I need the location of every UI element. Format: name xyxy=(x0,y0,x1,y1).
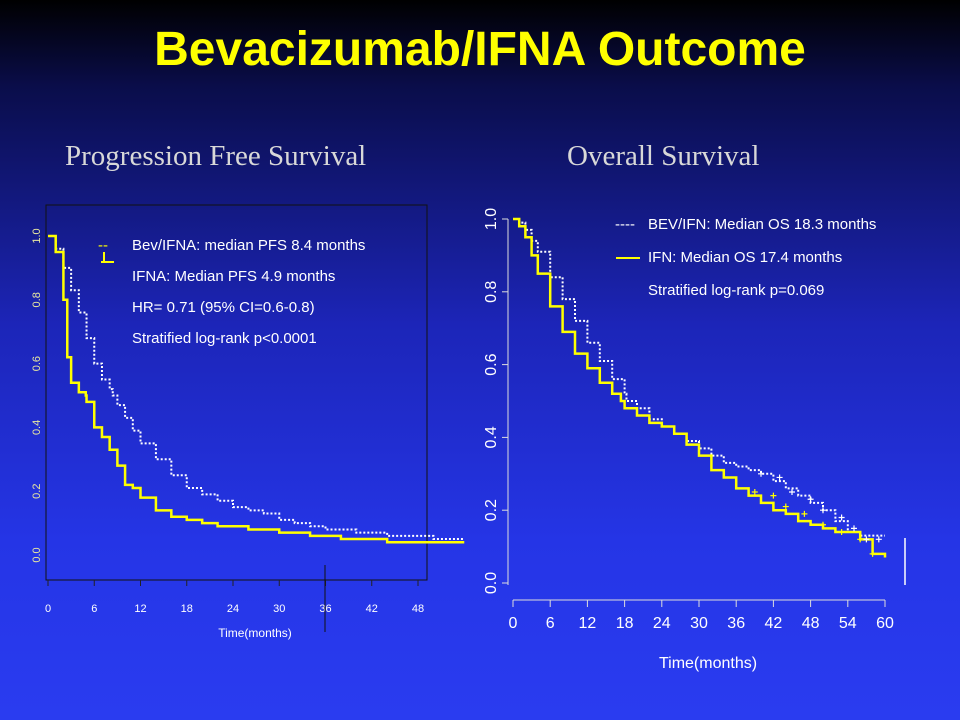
censor-mark xyxy=(801,510,808,517)
x-axis-label: Time(months) xyxy=(218,626,292,640)
censor-mark xyxy=(875,536,882,543)
censor-mark xyxy=(851,525,857,532)
slide-title: Bevacizumab/IFNA Outcome xyxy=(154,23,806,76)
censor-mark xyxy=(820,521,826,528)
x-tick-label: 30 xyxy=(690,615,708,632)
censor-mark xyxy=(869,550,876,557)
legend-text: Stratified log-rank p=0.069 xyxy=(648,282,824,299)
x-tick-label: 36 xyxy=(727,615,745,632)
x-tick-label: 48 xyxy=(412,603,424,615)
os-panel-title: Overall Survival xyxy=(567,140,760,172)
y-tick-label: 0.0 xyxy=(483,572,500,594)
y-tick-label: 0.2 xyxy=(31,484,43,499)
legend-text: Bev/IFNA: median PFS 8.4 months xyxy=(132,237,365,254)
x-tick-label: 18 xyxy=(181,603,193,615)
legend-text: BEV/IFN: Median OS 18.3 months xyxy=(648,216,876,233)
y-tick-label: 0.4 xyxy=(483,426,500,448)
censor-mark xyxy=(770,492,777,499)
x-tick-label: 60 xyxy=(876,615,894,632)
legend-text: Stratified log-rank p<0.0001 xyxy=(132,330,317,347)
y-tick-label: 1.0 xyxy=(483,208,500,230)
y-tick-label: 0.6 xyxy=(483,353,500,375)
y-tick-label: 0.2 xyxy=(483,499,500,521)
censor-mark xyxy=(776,474,783,481)
os-chart: 0 6 12 18 24 30 36 42 48 54 60 0.0 0.2 0.4 0.6 0.8 1.0 Ti… xyxy=(483,208,906,672)
x-tick-label: 6 xyxy=(546,615,555,632)
y-tick-label: 0.6 xyxy=(31,356,43,371)
y-tick-label: 0.0 xyxy=(31,547,43,562)
bev-survival-curve xyxy=(513,218,885,537)
x-tick-label: 18 xyxy=(616,615,634,632)
pfs-panel-title: Progression Free Survival xyxy=(65,140,367,172)
x-tick-label: 12 xyxy=(134,603,146,615)
pfs-plot-frame xyxy=(45,204,428,581)
legend-marker: -- xyxy=(98,237,108,254)
y-tick-label: 0.8 xyxy=(483,281,500,303)
x-tick-label: 48 xyxy=(802,615,820,632)
x-axis-label: Time(months) xyxy=(659,655,757,672)
censor-mark xyxy=(758,470,764,477)
x-tick-label: 0 xyxy=(45,603,51,615)
y-tick-label: 0.4 xyxy=(31,420,43,435)
ifn-survival-curve xyxy=(48,234,465,544)
x-tick-label: 54 xyxy=(839,615,857,632)
pfs-chart: 06121824303642480.00.20.40.60.81.0Time(m… xyxy=(31,204,465,640)
x-tick-label: 42 xyxy=(366,603,378,615)
ifn-survival-curve xyxy=(513,217,887,558)
x-tick-label: 0 xyxy=(509,615,518,632)
censor-mark xyxy=(782,503,789,510)
legend-text: IFN: Median OS 17.4 months xyxy=(648,249,842,266)
x-tick-label: 12 xyxy=(579,615,597,632)
bev-survival-curve xyxy=(48,235,465,541)
censor-mark xyxy=(838,514,845,521)
x-tick-label: 24 xyxy=(227,603,239,615)
censor-mark xyxy=(863,536,870,543)
censor-mark xyxy=(857,536,864,543)
legend-marker: ---- xyxy=(615,216,635,233)
censor-mark xyxy=(807,496,814,503)
x-tick-label: 6 xyxy=(91,603,97,615)
x-tick-label: 30 xyxy=(273,603,285,615)
x-tick-label: 24 xyxy=(653,615,671,632)
censor-mark xyxy=(789,489,795,495)
censor-mark xyxy=(820,507,826,514)
censor-mark xyxy=(838,529,845,536)
y-tick-label: 0.8 xyxy=(31,292,43,307)
y-tick-label: 1.0 xyxy=(31,228,43,243)
legend-text: HR= 0.71 (95% CI=0.6-0.8) xyxy=(132,299,315,316)
x-tick-label: 42 xyxy=(765,615,783,632)
censor-mark xyxy=(751,489,758,495)
legend-text: IFNA: Median PFS 4.9 months xyxy=(132,268,335,285)
